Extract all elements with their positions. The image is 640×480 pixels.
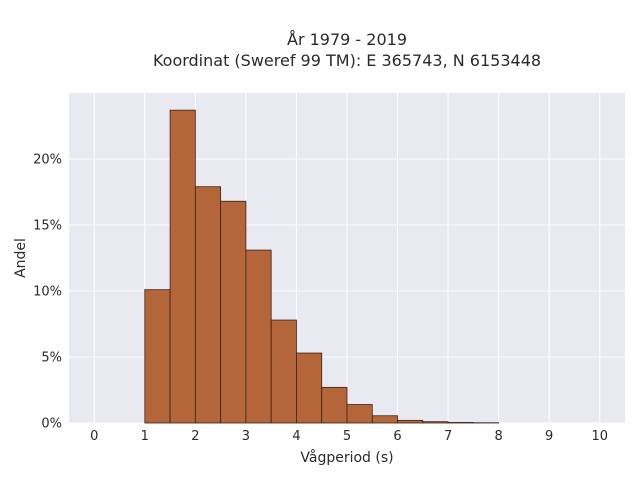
bars [144, 109, 500, 424]
histogram-bar-12 [447, 422, 474, 424]
x-tick-label-2: 2 [191, 429, 199, 444]
x-tick-label-4: 4 [292, 429, 300, 444]
histogram-bar-4 [245, 249, 272, 424]
x-tick-label-5: 5 [343, 429, 351, 444]
y-tick-labels: 0% 5% 10% 15% 20% [33, 153, 62, 432]
histogram-bar-6 [296, 352, 323, 424]
x-tick-label-3: 3 [242, 429, 250, 444]
histogram-bar-8 [346, 404, 373, 424]
x-tick-label-0: 0 [90, 429, 98, 444]
y-axis-label: Andel [13, 238, 29, 278]
x-tick-label-8: 8 [494, 429, 502, 444]
x-tick-label-9: 9 [545, 429, 553, 444]
histogram-bar-11 [422, 421, 449, 424]
histogram-bar-0 [144, 289, 171, 424]
y-tick-label-3: 15% [33, 219, 62, 234]
x-tick-label-10: 10 [591, 429, 608, 444]
histogram-bar-5 [270, 319, 297, 424]
histogram-bar-10 [397, 419, 424, 424]
x-tick-label-1: 1 [141, 429, 149, 444]
chart-title-line-1: År 1979 - 2019 [287, 30, 407, 49]
histogram-bar-7 [321, 386, 348, 424]
y-tick-label-0: 0% [41, 417, 62, 432]
y-tick-label-4: 20% [33, 153, 62, 168]
x-tick-label-7: 7 [444, 429, 452, 444]
histogram-bar-9 [371, 415, 398, 424]
histogram-bar-2 [194, 186, 222, 424]
chart-title-line-2: Koordinat (Sweref 99 TM): E 365743, N 61… [153, 51, 541, 70]
x-tick-label-6: 6 [393, 429, 401, 444]
x-axis-label: Vågperiod (s) [300, 449, 393, 466]
y-tick-label-2: 10% [33, 285, 62, 300]
histogram-bar-1 [169, 109, 196, 424]
histogram-bar-3 [220, 200, 247, 424]
y-tick-label-1: 5% [41, 351, 62, 366]
x-tick-labels: 0 1 2 3 4 5 6 7 8 9 10 [90, 429, 608, 444]
